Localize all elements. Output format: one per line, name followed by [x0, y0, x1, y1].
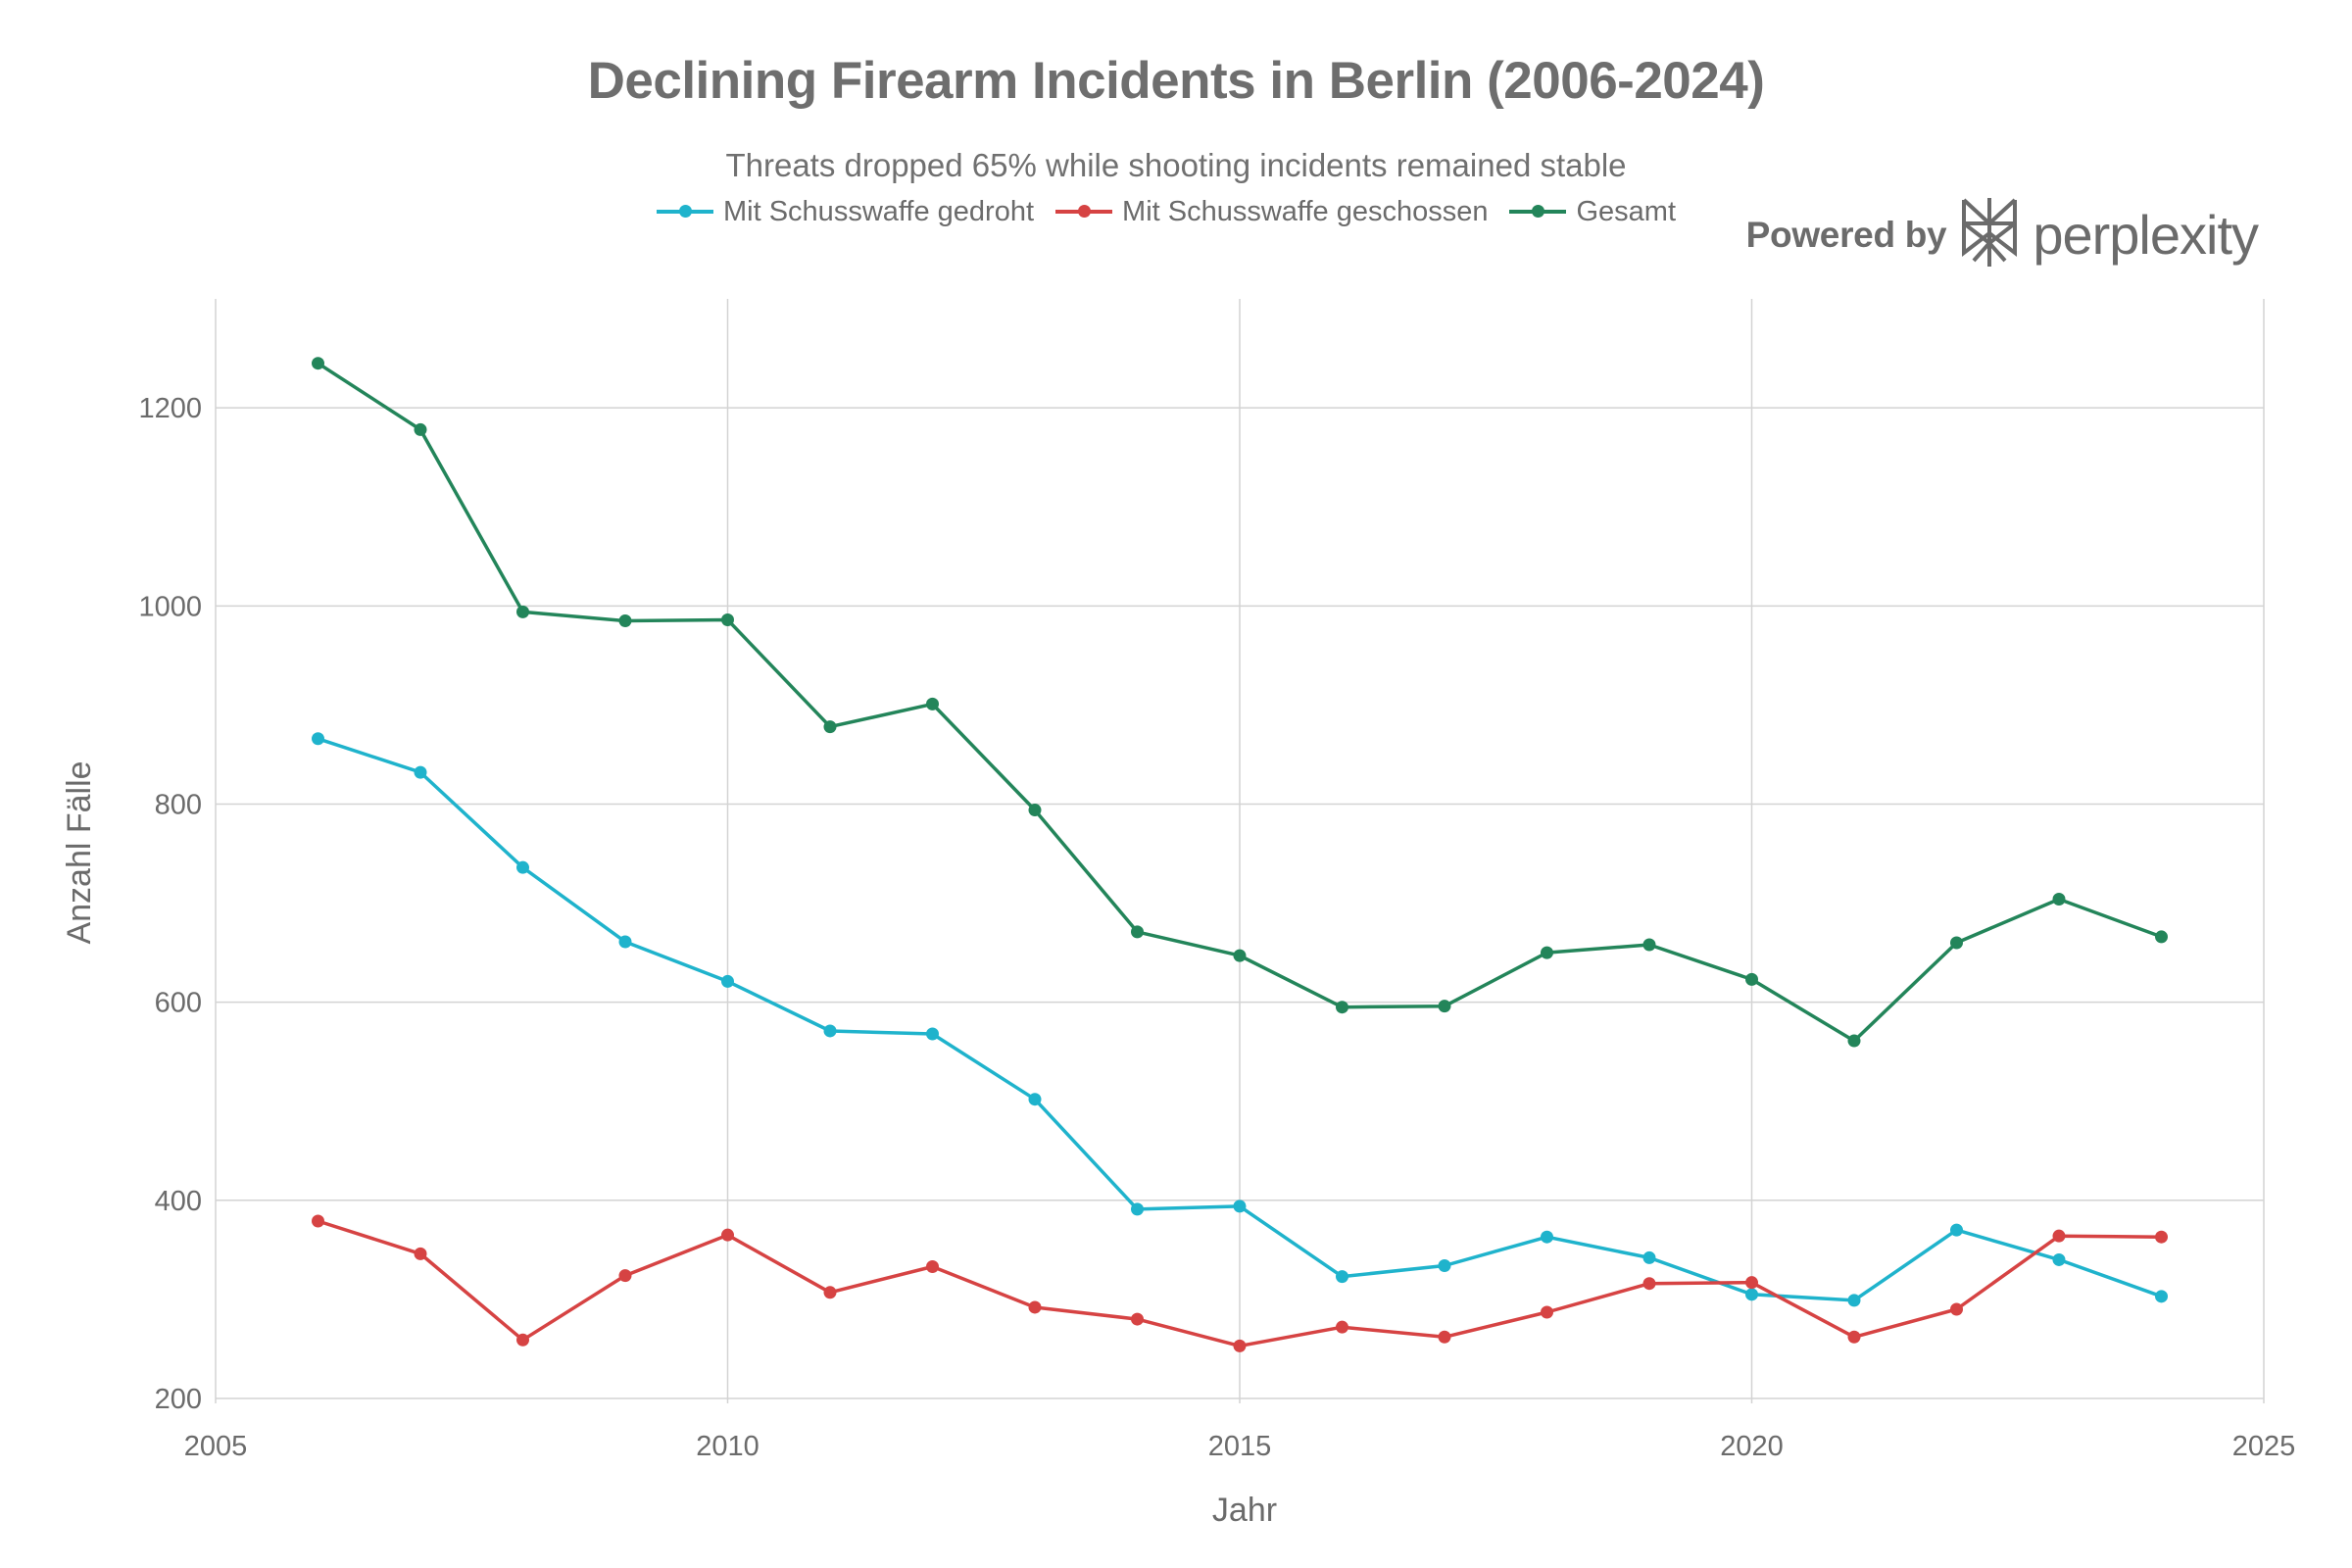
data-point-gedroht[interactable] [1131, 1202, 1144, 1216]
y-axis-ticks: 200 400 600 800 1000 1200 [138, 393, 202, 1415]
data-point-geschossen[interactable] [926, 1260, 939, 1274]
data-point-gedroht[interactable] [312, 732, 324, 746]
data-point-geschossen[interactable] [1745, 1276, 1758, 1290]
data-point-gesamt[interactable] [1131, 925, 1144, 939]
data-point-gedroht[interactable] [721, 974, 734, 988]
data-point-geschossen[interactable] [1028, 1300, 1042, 1314]
data-point-geschossen[interactable] [2052, 1229, 2066, 1243]
series-points [312, 357, 2168, 1352]
x-tick-label: 2015 [1208, 1431, 1272, 1462]
legend-item-gedroht[interactable]: Mit Schusswaffe gedroht [657, 196, 1034, 228]
data-point-gedroht[interactable] [1950, 1223, 1963, 1237]
x-tick-label: 2005 [184, 1431, 248, 1462]
data-point-geschossen[interactable] [516, 1333, 529, 1347]
data-point-gesamt[interactable] [1541, 946, 1553, 959]
data-point-geschossen[interactable] [1642, 1277, 1656, 1291]
data-point-geschossen[interactable] [1950, 1302, 1963, 1316]
perplexity-watermark: Powered by perplexity [1745, 196, 2259, 273]
data-point-geschossen[interactable] [1336, 1320, 1348, 1334]
data-point-gesamt[interactable] [926, 697, 939, 710]
data-point-gesamt[interactable] [1438, 1000, 1451, 1013]
data-point-gedroht[interactable] [823, 1024, 837, 1038]
data-point-gesamt[interactable] [1642, 938, 1656, 952]
y-tick-label: 600 [155, 988, 202, 1019]
legend-swatch-gesamt [1509, 205, 1567, 218]
x-axis-ticks: 2005 2010 2015 2020 2025 [184, 1431, 2296, 1462]
legend-label-geschossen: Mit Schusswaffe geschossen [1122, 195, 1489, 227]
data-point-gedroht[interactable] [1028, 1093, 1042, 1106]
data-point-gesamt[interactable] [1028, 804, 1042, 817]
data-point-geschossen[interactable] [1847, 1330, 1861, 1344]
y-tick-label: 800 [155, 789, 202, 820]
data-point-gedroht[interactable] [516, 860, 529, 874]
data-point-gesamt[interactable] [414, 422, 427, 436]
data-point-gesamt[interactable] [516, 605, 529, 618]
data-point-gedroht[interactable] [926, 1027, 939, 1041]
legend-label-gesamt: Gesamt [1576, 195, 1676, 227]
data-point-geschossen[interactable] [414, 1247, 427, 1260]
legend-item-geschossen[interactable]: Mit Schusswaffe geschossen [1055, 196, 1488, 228]
data-point-gesamt[interactable] [2155, 930, 2168, 944]
legend-swatch-geschossen [1055, 205, 1113, 218]
legend-label-gedroht: Mit Schusswaffe gedroht [723, 195, 1035, 227]
data-point-gedroht[interactable] [2052, 1252, 2066, 1266]
chart-subtitle: Threats dropped 65% while shooting incid… [725, 147, 1627, 183]
perplexity-brand-name: perplexity [2033, 204, 2259, 266]
data-point-gesamt[interactable] [823, 720, 837, 734]
data-point-geschossen[interactable] [1131, 1312, 1144, 1326]
y-tick-label: 1000 [138, 591, 202, 622]
data-point-geschossen[interactable] [1438, 1330, 1451, 1344]
powered-by-label: Powered by [1745, 214, 1947, 255]
perplexity-logo-icon [1958, 196, 2021, 273]
data-point-gesamt[interactable] [1950, 936, 1963, 950]
data-point-gedroht[interactable] [1642, 1250, 1656, 1264]
data-point-geschossen[interactable] [618, 1269, 632, 1283]
data-point-gesamt[interactable] [721, 612, 734, 626]
data-point-geschossen[interactable] [1233, 1339, 1247, 1352]
data-point-gedroht[interactable] [1847, 1294, 1861, 1307]
data-point-gedroht[interactable] [1745, 1288, 1758, 1301]
y-tick-label: 400 [155, 1186, 202, 1217]
x-tick-label: 2020 [1720, 1431, 1784, 1462]
data-point-gesamt[interactable] [1745, 972, 1758, 986]
y-axis-title: Anzahl Fälle [61, 760, 98, 944]
data-point-gedroht[interactable] [618, 935, 632, 949]
data-point-geschossen[interactable] [312, 1214, 324, 1228]
data-point-gesamt[interactable] [1847, 1034, 1861, 1048]
data-point-gedroht[interactable] [1336, 1270, 1348, 1284]
y-tick-label: 200 [155, 1384, 202, 1415]
chart-title: Declining Firearm Incidents in Berlin (2… [587, 52, 1765, 110]
grid-lines [215, 299, 2265, 1403]
x-tick-label: 2025 [2232, 1431, 2296, 1462]
data-point-gedroht[interactable] [1438, 1259, 1451, 1273]
data-point-gedroht[interactable] [2155, 1290, 2168, 1303]
data-point-gesamt[interactable] [312, 357, 324, 370]
data-point-geschossen[interactable] [823, 1286, 837, 1299]
x-axis-title: Jahr [1212, 1492, 1277, 1529]
legend: Mit Schusswaffe gedroht Mit Schusswaffe … [657, 192, 1697, 231]
x-tick-label: 2010 [696, 1431, 760, 1462]
data-point-geschossen[interactable] [721, 1228, 734, 1242]
data-point-gesamt[interactable] [2052, 893, 2066, 906]
data-point-gesamt[interactable] [1233, 949, 1247, 962]
data-point-gesamt[interactable] [1336, 1001, 1348, 1014]
legend-item-gesamt[interactable]: Gesamt [1509, 196, 1676, 228]
data-point-geschossen[interactable] [1541, 1305, 1553, 1319]
data-point-geschossen[interactable] [2155, 1230, 2168, 1244]
legend-swatch-gedroht [657, 205, 713, 218]
y-tick-label: 1200 [138, 393, 202, 424]
data-point-gesamt[interactable] [618, 613, 632, 627]
data-point-gedroht[interactable] [1233, 1200, 1247, 1213]
data-point-gedroht[interactable] [1541, 1230, 1553, 1244]
data-point-gedroht[interactable] [414, 765, 427, 779]
